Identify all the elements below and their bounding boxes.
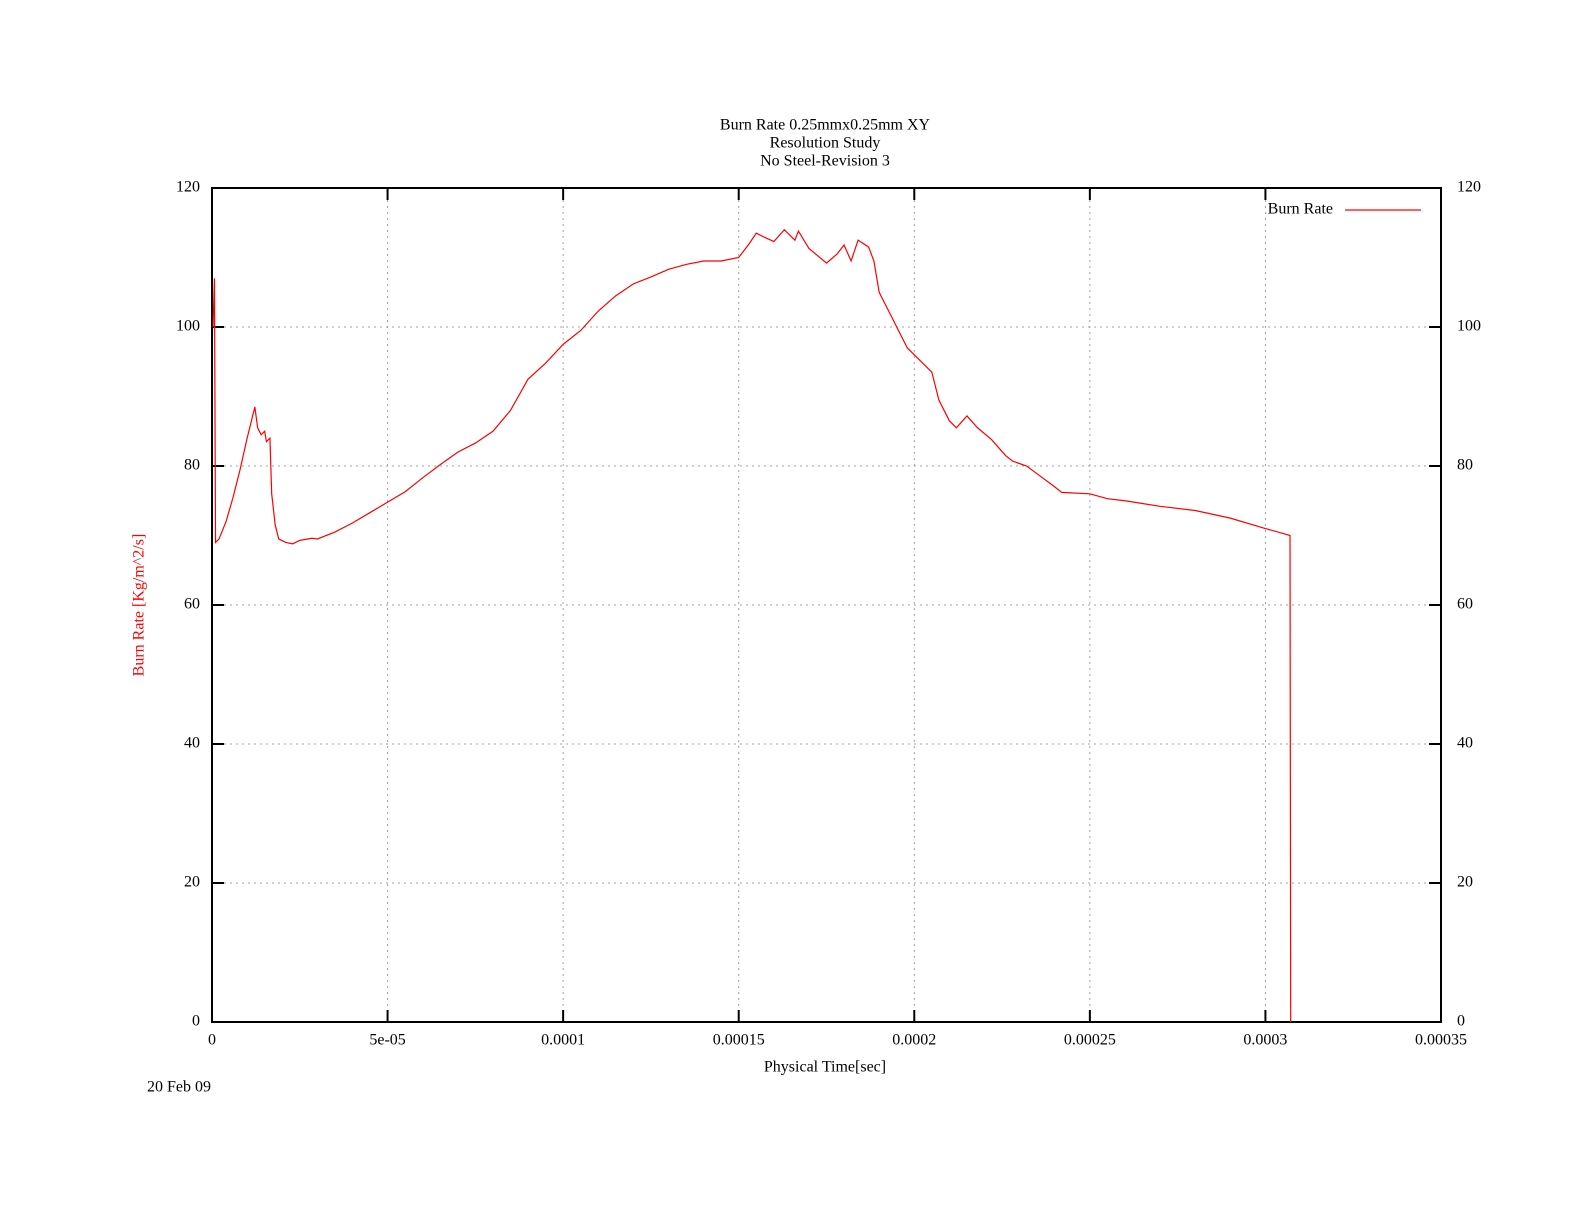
y-tick-label: 40 [184, 735, 200, 752]
x-axis-label: Physical Time[sec] [764, 1059, 886, 1076]
chart-subtitle: No Steel-Revision 3 [760, 153, 890, 170]
date-annotation: 20 Feb 09 [147, 1079, 211, 1096]
chart-subtitle: Resolution Study [770, 135, 881, 152]
y2-tick-label: 80 [1457, 457, 1473, 474]
y-tick-label: 100 [176, 318, 200, 335]
y2-tick-label: 60 [1457, 596, 1473, 613]
y2-tick-label: 0 [1457, 1013, 1465, 1030]
y-tick-label: 60 [184, 596, 200, 613]
y2-tick-label: 120 [1457, 179, 1481, 196]
y-tick-label: 80 [184, 457, 200, 474]
plot-border [211, 187, 1442, 1023]
y-axis-label: Burn Rate [Kg/m^2/s] [131, 534, 148, 677]
x-tick-label: 5e-05 [369, 1032, 405, 1049]
y-tick-label: 20 [184, 874, 200, 891]
y-tick-label: 0 [192, 1013, 200, 1030]
y-tick-label: 120 [176, 179, 200, 196]
legend-label: Burn Rate [1268, 201, 1333, 218]
y2-tick-label: 40 [1457, 735, 1473, 752]
x-tick-label: 0.00015 [713, 1032, 765, 1049]
y2-tick-label: 20 [1457, 874, 1473, 891]
y2-tick-label: 100 [1457, 318, 1481, 335]
x-tick-label: 0 [208, 1032, 216, 1049]
x-tick-label: 0.00025 [1064, 1032, 1116, 1049]
x-tick-label: 0.0002 [892, 1032, 936, 1049]
x-tick-label: 0.00035 [1415, 1032, 1467, 1049]
x-tick-label: 0.0003 [1243, 1032, 1287, 1049]
data-line [212, 228, 1292, 1023]
chart-title: Burn Rate 0.25mmx0.25mm XY [720, 117, 931, 134]
x-tick-label: 0.0001 [541, 1032, 585, 1049]
